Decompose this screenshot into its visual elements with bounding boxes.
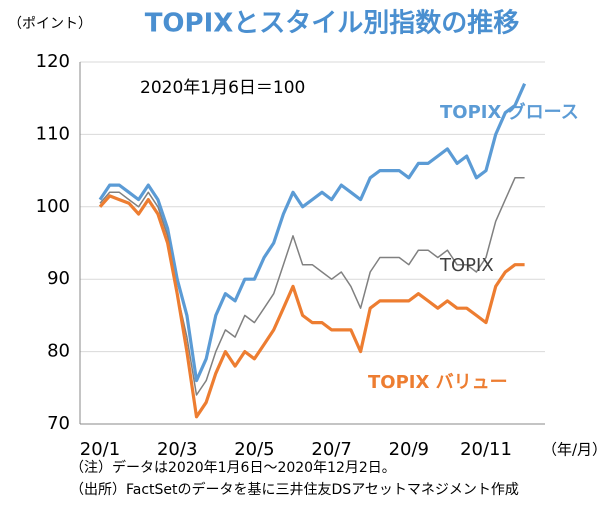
y-tick-label: 70 <box>47 413 70 434</box>
series-line <box>98 83 527 383</box>
x-tick-label: 20/9 <box>389 439 429 460</box>
x-unit-label: （年/月） <box>542 441 603 459</box>
series-label: TOPIX グロース <box>440 101 579 123</box>
y-tick-label: 90 <box>47 268 70 289</box>
y-unit-label: （ポイント） <box>8 16 92 32</box>
series-line <box>98 194 525 419</box>
series-label: TOPIX バリュー <box>368 372 508 393</box>
base-note: 2020年1月6日＝100 <box>140 78 305 98</box>
x-tick-label: 20/3 <box>157 439 197 460</box>
y-tick-label: 120 <box>36 51 70 72</box>
series-label: TOPIX <box>439 255 494 276</box>
x-tick-label: 20/7 <box>311 439 351 460</box>
y-tick-label: 80 <box>47 341 70 362</box>
x-tick-label: 20/5 <box>234 439 274 460</box>
y-tick-label: 110 <box>36 123 70 144</box>
chart-title: TOPIXとスタイル別指数の推移 <box>145 9 520 39</box>
x-tick-label: 20/1 <box>80 439 120 460</box>
note: （出所）FactSetのデータを基に三井住友DSアセットマネジメント作成 <box>70 481 519 498</box>
x-tick-label: 20/11 <box>460 439 512 460</box>
y-tick-label: 100 <box>36 196 70 217</box>
note: （注）データは2020年1月6日～2020年12月2日。 <box>70 459 396 476</box>
